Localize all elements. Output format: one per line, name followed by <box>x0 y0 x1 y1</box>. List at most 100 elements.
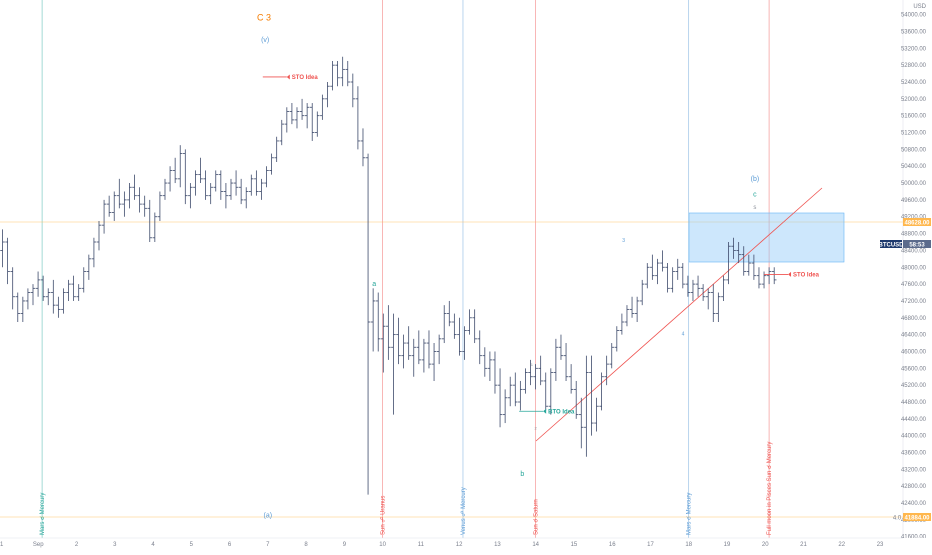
idea-arrow-icon <box>286 74 290 80</box>
ohlc-bar <box>721 275 726 301</box>
ohlc-bar <box>61 288 66 314</box>
ohlc-bar <box>548 368 554 415</box>
ohlc-bars <box>0 56 777 495</box>
ohlc-bar <box>279 119 285 146</box>
ohlc-bar <box>665 263 670 293</box>
ohlc-bar <box>76 284 81 301</box>
ohlc-bar <box>462 326 467 360</box>
current-price-badge: 48628.00 <box>903 218 931 226</box>
ohlc-bar <box>91 237 97 268</box>
y-tick-label: 45200.00 <box>901 383 927 389</box>
ohlc-bar <box>35 271 41 297</box>
y-tick-label: 53600.00 <box>901 29 927 35</box>
ohlc-bar <box>167 166 173 192</box>
x-tick-label: 2 <box>75 542 79 548</box>
ohlc-bar <box>71 275 76 301</box>
ohlc-bar <box>629 296 635 318</box>
price-scale[interactable] <box>903 0 932 538</box>
ohlc-bar <box>243 187 249 209</box>
wave-label: 2 <box>535 425 538 430</box>
ohlc-bar <box>492 351 498 394</box>
time-scale[interactable] <box>0 538 932 550</box>
ohlc-bar <box>15 292 21 322</box>
ohlc-bar <box>457 317 462 356</box>
ohlc-bar <box>558 334 564 360</box>
ohlc-bar <box>578 397 584 449</box>
y-tick-label: 52800.00 <box>901 63 927 69</box>
ohlc-bar <box>416 330 422 365</box>
ohlc-bar <box>624 305 630 327</box>
y-tick-label: 42400.00 <box>901 501 927 507</box>
ohlc-bar <box>127 183 132 209</box>
ohlc-bar <box>675 258 681 280</box>
x-tick-label: 15 <box>571 542 578 548</box>
ohlc-bar <box>218 170 224 200</box>
ohlc-bar <box>726 242 731 285</box>
x-tick-label: 22 <box>838 542 845 548</box>
ohlc-bar <box>208 183 213 205</box>
ohlc-bar <box>497 368 503 428</box>
x-tick-label: 6 <box>228 542 232 548</box>
idea-label: STO Idea <box>793 272 820 278</box>
ohlc-bar <box>512 372 518 407</box>
ohlc-bar <box>477 330 483 365</box>
ohlc-bar <box>360 128 366 167</box>
ohlc-bar <box>56 296 61 318</box>
ohlc-bar <box>137 187 142 213</box>
symbol-badge-value: 58:53 <box>909 242 925 248</box>
y-tick-label: 44000.00 <box>901 434 927 440</box>
ohlc-bar <box>766 267 772 285</box>
y-tick-label: 42800.00 <box>901 484 927 490</box>
ohlc-bar <box>710 284 716 322</box>
ohlc-bar <box>345 60 351 87</box>
wave-label: (a) <box>264 512 273 519</box>
idea-marker: STO Idea <box>764 271 820 278</box>
ohlc-bar <box>51 279 56 314</box>
ohlc-bar <box>655 258 660 285</box>
ohlc-bar <box>705 288 711 310</box>
ohlc-bar <box>157 191 163 221</box>
x-tick-label: 31 <box>0 542 4 548</box>
ohlc-bar <box>599 372 604 411</box>
ohlc-bar <box>111 191 117 221</box>
ohlc-bar <box>619 313 625 335</box>
ohlc-bar <box>447 300 452 327</box>
y-tick-label: 46800.00 <box>901 316 927 322</box>
ohlc-bar <box>340 56 345 87</box>
ohlc-bar <box>193 170 198 196</box>
y-tick-label: 43600.00 <box>901 451 927 457</box>
ohlc-bar <box>325 82 330 108</box>
x-tick-label: 7 <box>266 542 270 548</box>
x-tick-labels: 31Sep23456789101112131415161718192021222… <box>0 542 884 548</box>
low-price-badge: 41884.00 4.0 <box>893 513 931 521</box>
y-tick-label: 43200.00 <box>901 467 927 473</box>
y-tick-label: 48800.00 <box>901 232 927 238</box>
y-tick-label: 45600.00 <box>901 366 927 372</box>
event-label: Sun ☍ Uranus <box>380 496 387 535</box>
ohlc-bar <box>553 338 559 381</box>
ohlc-bar <box>436 334 442 365</box>
trendline[interactable] <box>535 187 823 442</box>
ohlc-bar <box>487 351 493 381</box>
ohlc-bar <box>264 166 269 188</box>
x-tick-label: 18 <box>685 542 692 548</box>
y-tick-label: 41600.00 <box>901 535 927 541</box>
y-tick-label: 46400.00 <box>901 333 927 339</box>
ohlc-bar <box>233 170 239 196</box>
x-tick-label: 5 <box>190 542 194 548</box>
x-tick-label: 17 <box>647 542 654 548</box>
ohlc-bar <box>172 157 178 184</box>
ohlc-bar <box>614 326 620 352</box>
ohlc-bar <box>20 296 26 322</box>
ohlc-bar <box>162 178 168 200</box>
ohlc-bar <box>751 254 757 280</box>
ohlc-bar <box>467 309 472 335</box>
ohlc-bar <box>350 73 356 108</box>
y-tick-label: 52000.00 <box>901 97 927 103</box>
y-tick-label: 50800.00 <box>901 147 927 153</box>
ohlc-bar <box>563 343 569 381</box>
ohlc-bar <box>650 254 655 280</box>
event-label: Full moon in Pisces Sun ☌ Mercury <box>766 442 773 535</box>
